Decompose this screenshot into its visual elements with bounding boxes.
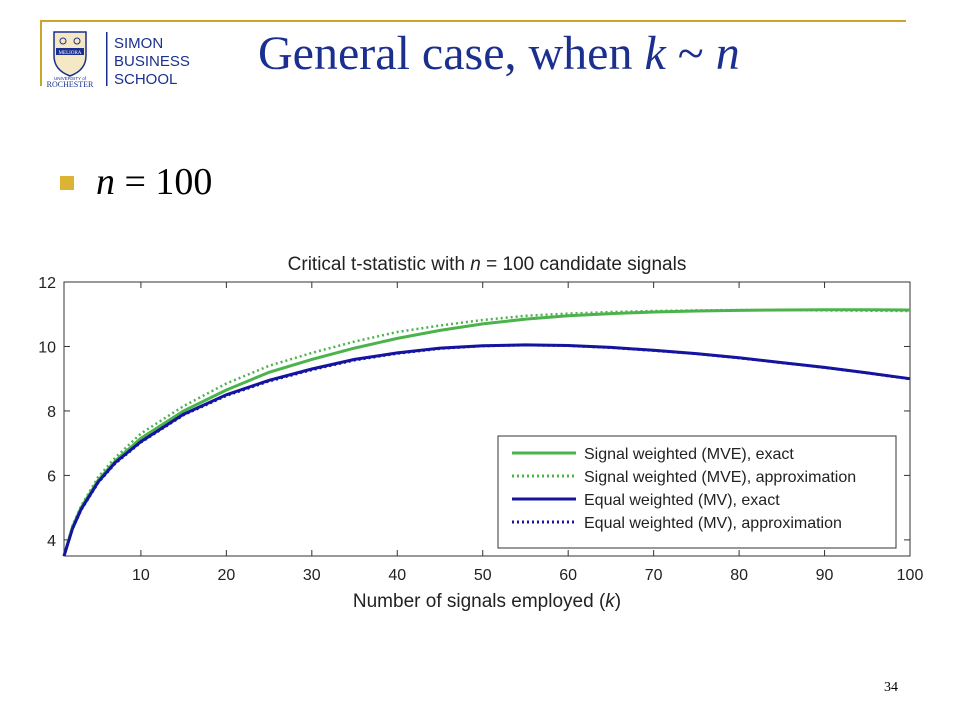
bullet-var: n	[96, 161, 115, 203]
logo-university-small: UNIVERSITY of	[54, 76, 87, 81]
critical-t-statistic-chart: Critical t-statistic with n = 100 candid…	[38, 254, 924, 612]
x-tick-label: 90	[816, 567, 834, 584]
x-tick-label: 60	[559, 567, 577, 584]
page-number: 34	[884, 680, 898, 695]
y-tick-label: 10	[38, 339, 56, 356]
x-tick-label: 10	[132, 567, 150, 584]
series-line-3	[62, 343, 911, 557]
slide-title: General case, when k ~ n	[258, 24, 740, 84]
x-tick-label: 40	[388, 567, 406, 584]
bullet-text: n = 100	[96, 160, 212, 204]
legend-label: Equal weighted (MV), exact	[584, 492, 780, 509]
university-seal-icon: MELIORA	[53, 31, 87, 77]
y-tick-label: 12	[38, 275, 56, 292]
y-tick-label: 8	[47, 404, 56, 421]
header-top-rule	[40, 20, 906, 22]
series-line-1	[62, 308, 911, 557]
x-tick-label: 100	[897, 567, 924, 584]
logo-line-simon: SIMON	[114, 35, 163, 52]
seal-text: MELIORA	[59, 51, 82, 56]
title-tilde: ~	[665, 27, 716, 80]
y-tick-label: 6	[47, 468, 56, 485]
legend-label: Equal weighted (MV), approximation	[584, 515, 842, 532]
legend-box	[497, 435, 897, 549]
legend-label: Signal weighted (MVE), exact	[584, 446, 794, 463]
bullet-rest: = 100	[115, 161, 213, 203]
logo-university-big: ROCHESTER	[47, 80, 94, 89]
title-n: n	[715, 27, 740, 80]
school-logo: MELIORA UNIVERSITY of ROCHESTER SIMON BU…	[47, 31, 190, 89]
y-tick-label: 4	[47, 533, 56, 550]
x-tick-label: 30	[303, 567, 321, 584]
x-tick-label: 20	[217, 567, 235, 584]
plot-frame	[63, 281, 911, 557]
x-tick-label: 50	[474, 567, 492, 584]
title-k: k	[644, 27, 666, 80]
logo-line-business: BUSINESS	[114, 53, 190, 70]
chart-title: Critical t-statistic with n = 100 candid…	[288, 254, 687, 275]
logo-line-school: SCHOOL	[114, 71, 177, 88]
title-prefix: General case, when	[258, 27, 645, 80]
x-tick-label: 80	[730, 567, 748, 584]
header-left-rule	[40, 20, 42, 86]
x-axis-label: Number of signals employed (k)	[353, 591, 621, 612]
bullet-square-icon	[60, 176, 74, 190]
x-tick-label: 70	[645, 567, 663, 584]
legend-label: Signal weighted (MVE), approximation	[584, 469, 856, 486]
